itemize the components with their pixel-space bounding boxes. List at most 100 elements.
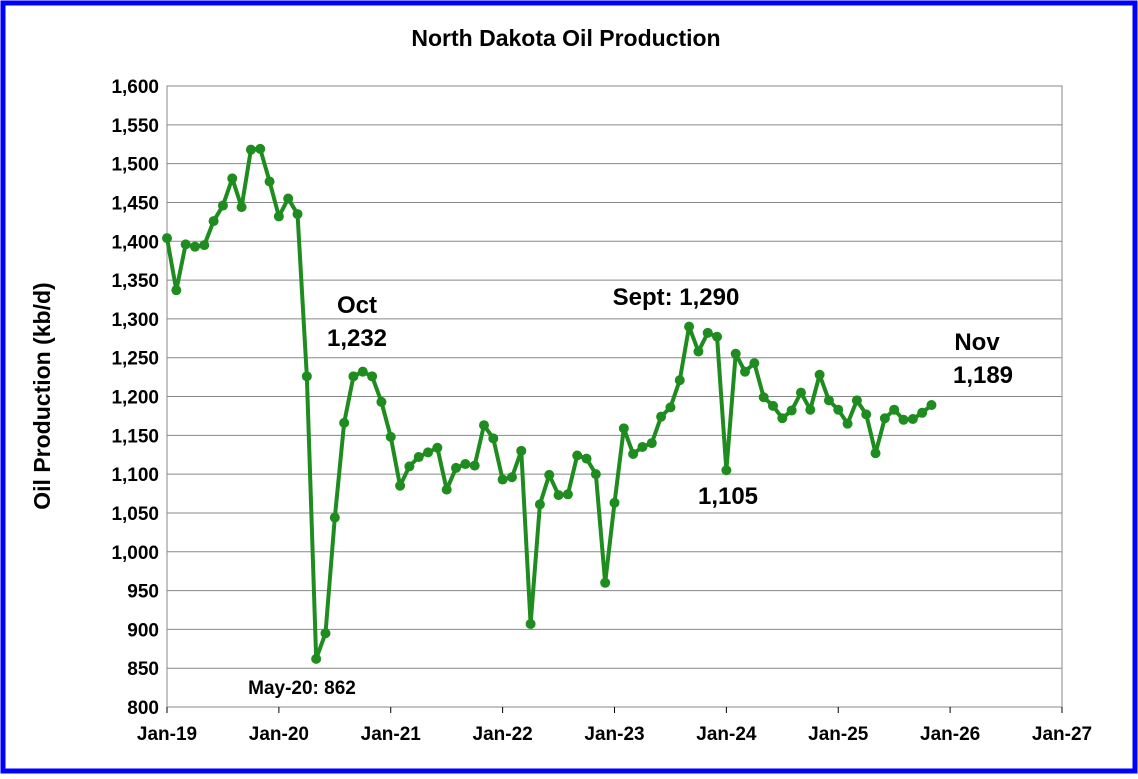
marker: [823, 395, 834, 406]
annotation: Nov: [954, 329, 1000, 356]
marker: [357, 366, 368, 377]
marker: [255, 143, 266, 154]
y-tick-label: 1,450: [111, 193, 159, 214]
y-tick-label: 1,500: [111, 155, 159, 176]
x-tick-label: Jan-26: [920, 724, 980, 745]
marker: [618, 423, 629, 434]
y-tick-label: 1,200: [111, 388, 159, 409]
annotation: Oct: [337, 292, 377, 319]
marker: [926, 400, 937, 411]
marker: [758, 392, 769, 403]
annotation: 1,189: [953, 362, 1013, 389]
marker: [898, 414, 909, 425]
marker: [516, 445, 527, 456]
x-tick-label: Jan-21: [361, 724, 422, 745]
y-tick-label: 1,350: [111, 271, 159, 292]
y-tick-label: 1,050: [111, 504, 159, 525]
marker: [273, 211, 284, 222]
y-tick-label: 1,550: [111, 116, 159, 137]
marker: [889, 404, 900, 415]
marker: [684, 321, 695, 332]
annotation: 1,232: [327, 325, 387, 352]
y-axis-label: Oil Production (kb/d): [29, 282, 55, 509]
marker: [907, 414, 918, 425]
marker: [339, 417, 350, 428]
marker: [376, 396, 387, 407]
y-tick-label: 1,600: [111, 77, 159, 98]
marker: [432, 442, 443, 453]
marker: [600, 577, 611, 588]
marker: [767, 400, 778, 411]
marker: [199, 240, 210, 251]
marker: [171, 285, 182, 296]
x-tick-label: Jan-27: [1032, 724, 1092, 745]
marker: [590, 469, 601, 480]
marker: [423, 447, 434, 458]
marker: [805, 404, 816, 415]
x-tick-label: Jan-20: [249, 724, 309, 745]
marker: [656, 411, 667, 422]
y-tick-label: 800: [127, 698, 159, 719]
marker: [497, 474, 508, 485]
marker: [581, 453, 592, 464]
y-tick-label: 1,250: [111, 349, 159, 370]
marker: [665, 402, 676, 413]
x-tick-label: Jan-25: [808, 724, 869, 745]
marker: [189, 241, 200, 252]
marker: [740, 366, 751, 377]
y-tick-label: 1,300: [111, 310, 159, 331]
marker: [814, 369, 825, 380]
marker: [469, 460, 480, 471]
marker: [730, 348, 741, 359]
marker: [283, 193, 294, 204]
y-tick-label: 1,400: [111, 232, 159, 253]
marker: [572, 450, 583, 461]
marker: [488, 433, 499, 444]
marker: [693, 346, 704, 357]
marker: [441, 484, 452, 495]
marker: [292, 209, 303, 220]
marker: [180, 239, 191, 250]
marker: [628, 448, 639, 459]
marker: [851, 395, 862, 406]
marker: [702, 327, 713, 338]
annotation: Sept: 1,290: [613, 284, 740, 311]
marker: [217, 200, 228, 211]
y-tick-label: 900: [127, 620, 159, 641]
marker: [413, 452, 424, 463]
marker: [404, 461, 415, 472]
y-tick-label: 850: [127, 659, 159, 680]
marker: [395, 480, 406, 491]
y-tick-label: 1,100: [111, 465, 159, 486]
marker: [833, 404, 844, 415]
x-tick-label: Jan-22: [473, 724, 533, 745]
annotation: May-20: 862: [248, 678, 356, 699]
marker: [320, 628, 331, 639]
marker: [367, 371, 378, 382]
marker: [861, 409, 872, 420]
marker: [236, 202, 247, 213]
marker: [264, 176, 275, 187]
marker: [451, 462, 462, 473]
marker: [525, 618, 536, 629]
marker: [478, 420, 489, 431]
marker: [637, 441, 648, 452]
marker: [786, 405, 797, 416]
marker: [842, 418, 853, 429]
marker: [609, 497, 620, 508]
marker: [712, 331, 723, 342]
marker: [795, 387, 806, 398]
x-tick-label: Jan-19: [137, 724, 197, 745]
marker: [348, 371, 359, 382]
marker: [329, 512, 340, 523]
marker: [162, 233, 172, 244]
y-tick-label: 1,150: [111, 426, 159, 447]
marker: [879, 413, 890, 424]
marker: [749, 358, 760, 369]
marker: [674, 375, 685, 386]
marker: [311, 653, 322, 664]
marker: [460, 459, 471, 470]
marker: [506, 472, 517, 483]
marker: [870, 448, 881, 459]
